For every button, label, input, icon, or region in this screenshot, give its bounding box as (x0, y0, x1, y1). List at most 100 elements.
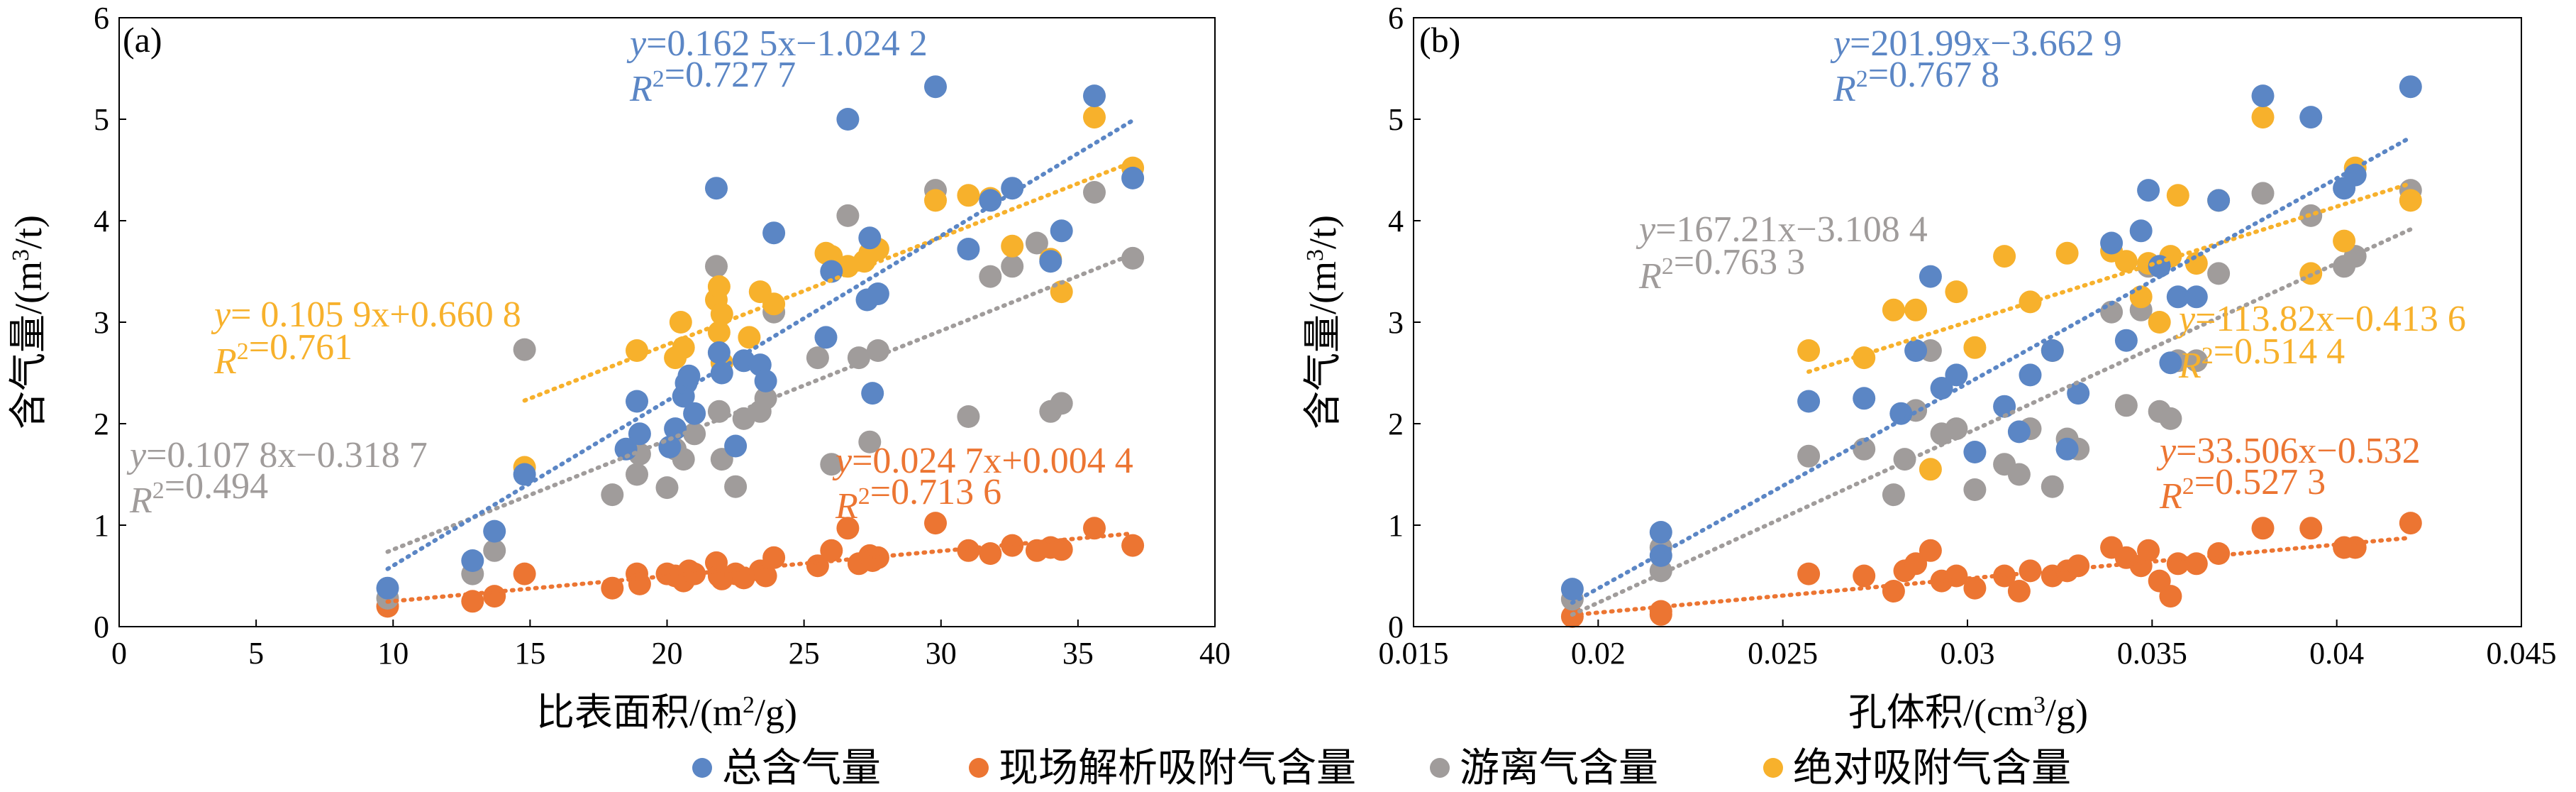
x-tick-label: 10 (377, 636, 409, 671)
panel-label-a: (a) (123, 20, 162, 60)
point-total-8 (664, 417, 687, 441)
y-tick-label: 4 (94, 204, 109, 238)
point-total-12 (683, 402, 706, 425)
point-desorbed-7 (1904, 552, 1928, 576)
fit-r2-adsorbed: R2=0.761 (213, 327, 352, 382)
point-desorbed-8 (1919, 539, 1942, 562)
point-desorbed-12 (1993, 564, 2016, 588)
fit-equation-total: y=0.162 5x−1.024 2 (626, 23, 928, 64)
y-tick-label: 1 (1388, 508, 1404, 543)
point-total-34 (1083, 84, 1106, 108)
ticks-b: 0.015 0.02 0.025 0.03 0.035 0.04 0.045 0 1 2 3 4 5 6 (1379, 1, 2557, 671)
y-tick-label: 4 (1388, 204, 1404, 238)
x-tick-label: 0.015 (1379, 636, 1449, 671)
legend-marker-desorbed (969, 758, 989, 778)
point-adsorbed-24 (2399, 189, 2422, 212)
panel-label-b: (b) (1419, 20, 1460, 60)
point-free-24 (866, 339, 889, 362)
fit-equations-b: y=201.99x−3.662 9R2=0.767 8 y=113.82x−0.4… (1636, 23, 2466, 517)
trendline-free (1570, 227, 2413, 617)
fit-r2-desorbed: R2=0.527 3 (2159, 462, 2326, 517)
point-total-28 (924, 75, 947, 99)
point-total-12 (2007, 420, 2031, 444)
point-free-33 (1121, 246, 1145, 270)
x-tick-label: 5 (248, 636, 264, 671)
point-adsorbed-13 (2129, 285, 2153, 309)
point-free-4 (601, 483, 624, 507)
point-total-4 (1853, 387, 1876, 410)
point-free-25 (2184, 349, 2208, 373)
point-total-17 (2100, 231, 2123, 255)
point-desorbed-13 (2007, 580, 2031, 603)
y-tick-label: 6 (94, 1, 109, 35)
point-desorbed-3 (513, 562, 536, 585)
point-adsorbed-5 (1945, 280, 1968, 304)
point-desorbed-11 (1963, 576, 1987, 600)
point-free-26 (2207, 262, 2231, 285)
ticks-a: 0 5 10 15 20 25 30 35 40 0 1 2 3 4 5 6 (94, 1, 1231, 671)
point-total-25 (858, 226, 882, 250)
fit-r2-free: R2=0.763 3 (1638, 242, 1805, 297)
point-adsorbed-25 (1083, 106, 1106, 129)
point-free-2 (483, 539, 506, 562)
point-total-26 (2251, 84, 2275, 108)
point-adsorbed-20 (2251, 106, 2275, 129)
y-tick-label: 5 (94, 102, 109, 137)
point-total-35 (1121, 166, 1145, 189)
point-free-5 (626, 463, 648, 486)
x-tick-label: 15 (514, 636, 545, 671)
point-free-3 (513, 338, 536, 361)
point-adsorbed-2 (1882, 298, 1905, 321)
point-adsorbed-6 (707, 275, 731, 298)
point-free-11 (1963, 478, 1987, 501)
trendline-total (385, 118, 1136, 571)
y-tick-label: 2 (1388, 407, 1404, 441)
point-desorbed-29 (979, 542, 1002, 565)
x-axis-label-a: 比表面积/(m2/g) (536, 691, 797, 734)
point-total-14 (707, 341, 731, 364)
y-tick-label: 5 (1388, 102, 1404, 137)
fit-r2-total: R2=0.727 7 (629, 55, 796, 109)
point-free-20 (820, 453, 843, 476)
point-total-19 (754, 369, 777, 392)
trendline-adsorbed (1806, 181, 2413, 374)
point-total-23 (2166, 285, 2189, 309)
point-desorbed-23 (2159, 585, 2182, 608)
point-desorbed-11 (683, 562, 706, 585)
trendline-total (1570, 135, 2413, 605)
point-adsorbed-20 (957, 184, 980, 207)
trendline-adsorbed (522, 160, 1136, 403)
x-tick-label: 20 (652, 636, 683, 671)
point-free-15 (2041, 475, 2064, 498)
point-total-27 (866, 282, 889, 305)
point-adsorbed-10 (738, 326, 761, 349)
y-tick-label: 6 (1388, 1, 1404, 35)
point-total-16 (724, 434, 748, 458)
fit-equation-desorbed: y=0.024 7x+0.004 4 (832, 441, 1133, 481)
point-total-20 (762, 221, 786, 245)
x-tick-label: 40 (1199, 636, 1231, 671)
point-total-16 (2067, 382, 2090, 405)
y-tick-label: 3 (94, 305, 109, 340)
point-adsorbed-7 (1993, 245, 2016, 268)
fit-equation-free: y=0.107 8x−0.318 7 (126, 435, 428, 475)
fit-r2-total: R2=0.767 8 (1833, 55, 1999, 109)
point-total-4 (614, 437, 638, 461)
point-desorbed-2 (483, 585, 506, 608)
trendlines-b (1570, 135, 2413, 617)
fit-equation-total: y=201.99x−3.662 9 (1830, 23, 2122, 64)
x-tick-label: 0.04 (2309, 636, 2364, 671)
point-total-5 (626, 390, 648, 413)
point-adsorbed-0 (1797, 339, 1821, 362)
fit-r2-desorbed: R2=0.713 6 (835, 472, 1001, 527)
point-desorbed-27 (924, 512, 947, 535)
point-desorbed-30 (2343, 536, 2367, 559)
point-desorbed-21 (820, 539, 843, 562)
y-tick-label: 2 (94, 407, 109, 441)
x-tick-label: 0.035 (2117, 636, 2187, 671)
point-free-19 (2114, 394, 2138, 417)
point-total-26 (861, 382, 884, 405)
point-total-6 (1904, 339, 1928, 362)
